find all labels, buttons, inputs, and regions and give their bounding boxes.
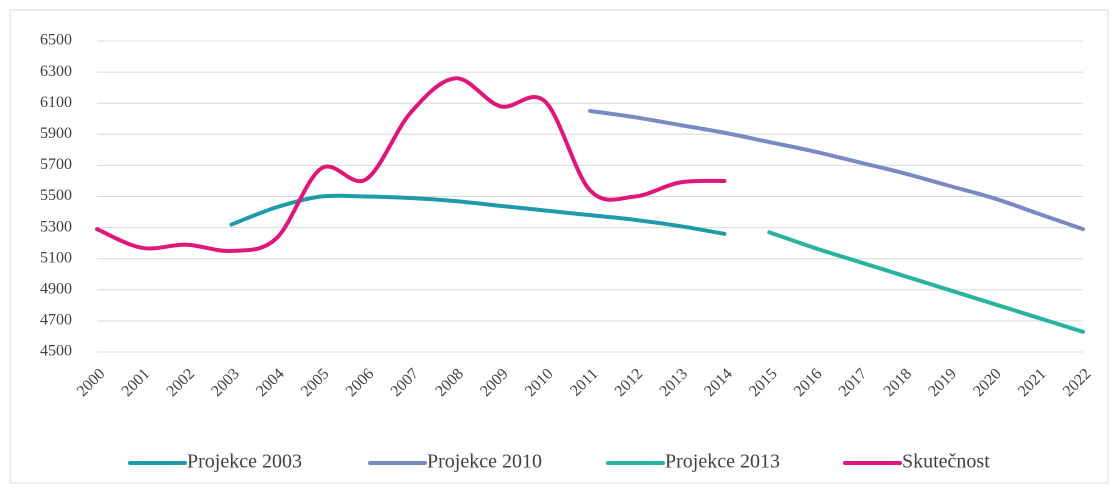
- y-tick-label: 5100: [40, 249, 72, 266]
- legend-label: Skutečnost: [902, 451, 990, 473]
- y-tick-label: 4900: [40, 280, 72, 297]
- y-tick-label: 5500: [40, 187, 72, 204]
- y-tick-label: 5300: [40, 218, 72, 235]
- line-series: [767, 230, 1085, 334]
- y-tick-label: 6500: [40, 32, 72, 49]
- y-tick-label: 6300: [40, 63, 72, 80]
- line-series: [95, 76, 727, 253]
- y-tick-label: 6100: [40, 94, 72, 111]
- y-tick-label: 4500: [40, 343, 72, 360]
- legend-label: Projekce 2013: [665, 451, 780, 473]
- y-tick-label: 4700: [40, 312, 72, 329]
- legend-label: Projekce 2003: [187, 451, 302, 473]
- legend-label: Projekce 2010: [427, 451, 542, 473]
- y-tick-label: 5900: [40, 125, 72, 142]
- y-tick-label: 5700: [40, 156, 72, 173]
- line-series: [229, 193, 727, 236]
- line-series: [588, 108, 1085, 232]
